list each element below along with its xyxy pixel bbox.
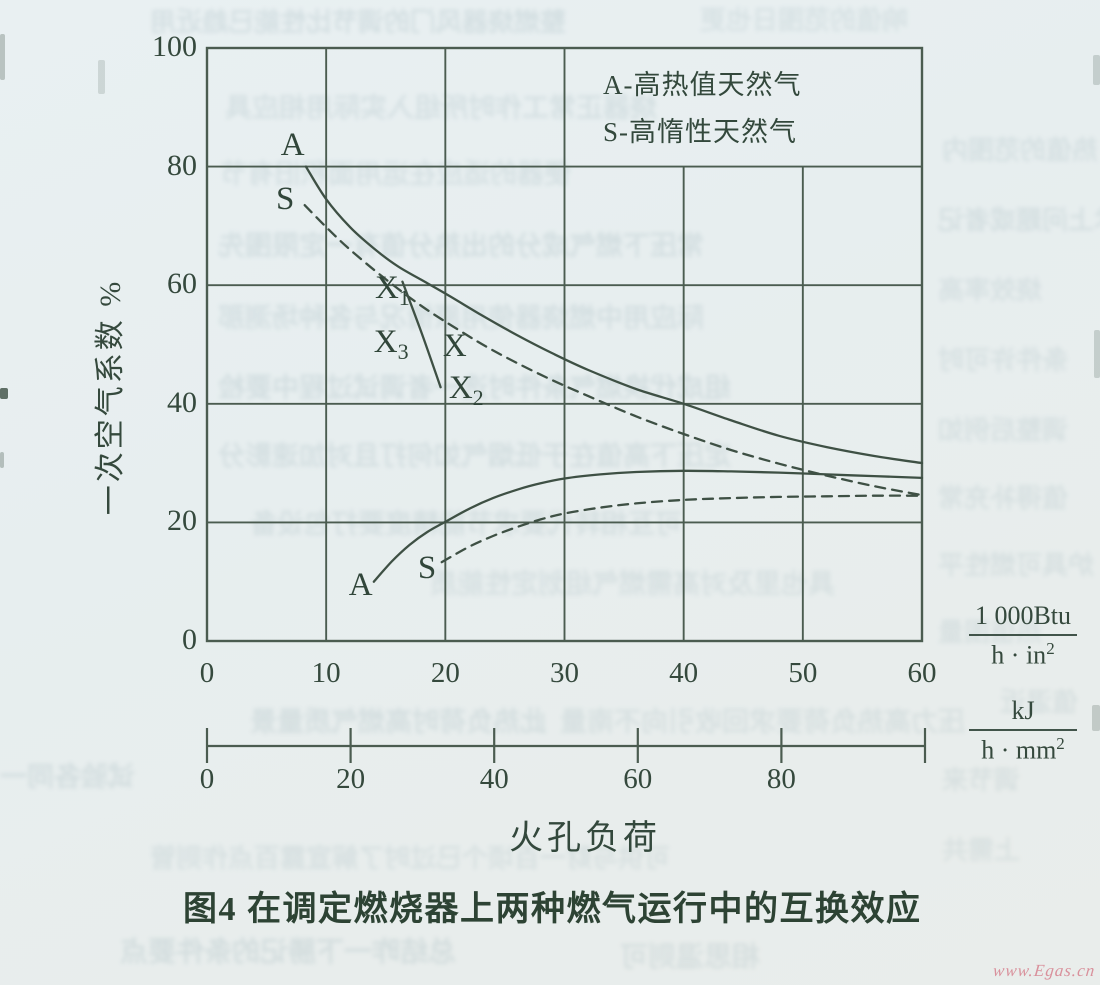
y-tick-label: 60 bbox=[167, 267, 197, 301]
point-label-X1: X1 bbox=[374, 270, 410, 311]
scan-edge-mark bbox=[0, 388, 8, 399]
scan-edge-mark bbox=[1094, 330, 1100, 378]
y-tick-label: 0 bbox=[182, 623, 197, 656]
point-label-X3: X3 bbox=[373, 324, 409, 365]
curve-A-lower bbox=[372, 469, 924, 583]
unit-numerator-btu: 1 000Btu bbox=[968, 601, 1078, 636]
scan-edge-mark bbox=[1093, 55, 1100, 85]
y-axis-title: 一次空气系数 % bbox=[94, 278, 127, 516]
y-tick-label: 20 bbox=[167, 504, 197, 538]
point-label-A: A bbox=[280, 127, 305, 164]
y-tick-label: 40 bbox=[167, 385, 197, 419]
legend-label-gas-a: A-高热值天然气 bbox=[603, 70, 802, 100]
point-label-S: S bbox=[417, 550, 437, 587]
x-tick-label-btu: 20 bbox=[430, 657, 460, 689]
secondary-x-axis bbox=[205, 728, 927, 763]
x-tick-label-kj: 60 bbox=[623, 763, 653, 795]
y-tick-label: 100 bbox=[152, 30, 197, 63]
primary-axis-unit: 1 000Btu h · in2 bbox=[948, 601, 1098, 671]
unit-denominator-kj: h · mm2 bbox=[981, 734, 1065, 765]
x-tick-label-btu: 60 bbox=[907, 657, 937, 689]
curve-interchange-line bbox=[401, 280, 442, 389]
curve-S-lower bbox=[440, 494, 924, 564]
legend-item-gas-a: A-高热值天然气 bbox=[603, 63, 802, 102]
point-label-X2: X2 bbox=[448, 369, 484, 410]
data-curves bbox=[303, 165, 924, 583]
x-tick-label-btu: 10 bbox=[311, 657, 341, 689]
x-axis-title: 火孔负荷 bbox=[509, 820, 661, 857]
point-label-X: X bbox=[442, 328, 467, 365]
unit-numerator-kj: kJ bbox=[969, 696, 1077, 731]
x-tick-label-btu: 50 bbox=[788, 657, 818, 689]
point-label-A: A bbox=[348, 567, 373, 604]
x-tick-label-kj: 20 bbox=[336, 763, 366, 795]
secondary-axis-unit: kJ h · mm2 bbox=[950, 696, 1096, 766]
y-tick-label: 80 bbox=[167, 148, 197, 182]
point-label-S: S bbox=[276, 181, 295, 218]
curve-S-upper bbox=[303, 203, 924, 497]
x-tick-label-kj: 80 bbox=[766, 763, 796, 795]
curve-A-upper bbox=[304, 165, 924, 465]
figure-caption: 图4 在调定燃烧器上两种燃气运行中的互换效应 bbox=[183, 891, 922, 928]
x-tick-label-btu: 0 bbox=[199, 657, 215, 689]
scan-edge-mark bbox=[1092, 705, 1100, 731]
scan-edge-mark bbox=[0, 34, 5, 80]
watermark: www.Egas.cn bbox=[991, 961, 1097, 980]
scan-edge-mark bbox=[98, 60, 105, 94]
legend-item-gas-s: S-高惰性天然气 bbox=[603, 110, 797, 149]
legend-label-gas-s: S-高惰性天然气 bbox=[603, 117, 798, 147]
x-tick-label-kj: 40 bbox=[479, 763, 509, 795]
plot-border bbox=[205, 46, 924, 643]
x-tick-label-btu: 40 bbox=[669, 657, 699, 689]
scan-edge-mark bbox=[0, 452, 4, 468]
x-tick-label-kj: 0 bbox=[199, 763, 215, 795]
grid-lines bbox=[205, 46, 924, 643]
x-tick-label-btu: 30 bbox=[550, 657, 579, 689]
unit-denominator-btu: h · in2 bbox=[991, 639, 1055, 670]
